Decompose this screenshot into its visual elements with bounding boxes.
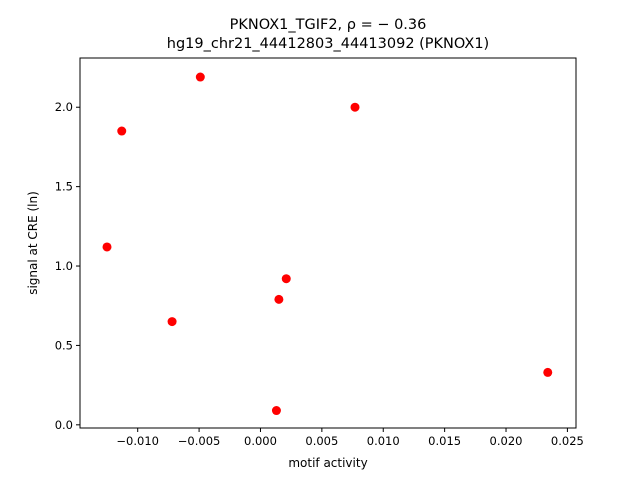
y-tick-label: 1.5 [55, 180, 73, 194]
x-tick-label: −0.010 [116, 434, 159, 448]
data-point [281, 274, 291, 284]
data-point [167, 317, 177, 327]
data-point [271, 406, 281, 416]
x-tick-label: 0.005 [305, 434, 338, 448]
x-ticks: −0.010 −0.005 0.000 0.005 0.010 0.015 0.020 0.0… [116, 428, 584, 448]
y-tick-label: 2.0 [55, 100, 73, 114]
x-tick-label: −0.005 [178, 434, 221, 448]
data-point [350, 102, 360, 112]
x-tick-label: 0.010 [367, 434, 400, 448]
x-tick-label: 0.025 [551, 434, 584, 448]
data-point [274, 294, 284, 304]
y-axis-label: signal at CRE (ln) [26, 191, 40, 295]
x-axis-label: motif activity [288, 456, 367, 470]
data-point [117, 126, 127, 136]
points-layer [102, 72, 553, 416]
chart-title-line2: hg19_chr21_44412803_44413092 (PKNOX1) [167, 36, 489, 52]
y-tick-label: 0.5 [55, 338, 73, 352]
y-tick-label: 0.0 [55, 418, 73, 432]
chart-title-line1: PKNOX1_TGIF2, ρ = − 0.36 [230, 17, 427, 33]
x-tick-label: 0.015 [428, 434, 461, 448]
x-tick-label: 0.000 [244, 434, 277, 448]
x-tick-label: 0.020 [490, 434, 523, 448]
y-ticks: 0.0 0.5 1.0 1.5 2.0 [55, 100, 80, 432]
y-tick-label: 1.0 [55, 259, 73, 273]
data-point [102, 242, 112, 252]
data-point [543, 367, 553, 377]
plot-frame [79, 57, 577, 429]
data-point [195, 72, 205, 82]
